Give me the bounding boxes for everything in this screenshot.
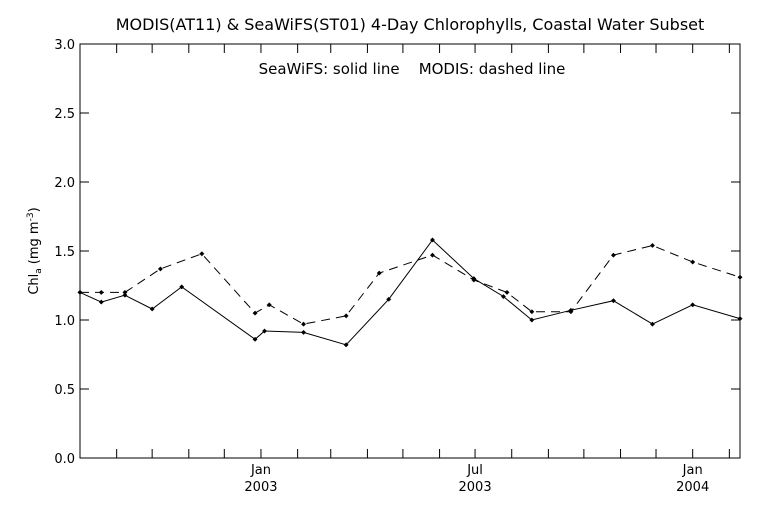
y-axis-label-main: Chl: [27, 274, 42, 295]
data-point-modis: [300, 321, 307, 327]
y-axis-label-superscript: -3: [26, 212, 36, 221]
data-point-seawifs: [429, 237, 436, 243]
data-point-seawifs: [649, 321, 656, 327]
svg-text:Chla(mg m-3): Chla (mg m-3): [26, 207, 44, 294]
plot-frame: [79, 43, 741, 459]
y-axis-label: Chla (mg m-3): [26, 207, 44, 294]
data-point-seawifs: [343, 342, 349, 348]
data-point-modis: [252, 310, 258, 316]
chart-title: MODIS(AT11) & SeaWiFS(ST01) 4-Day Chloro…: [116, 15, 705, 34]
y-axis: 0.0 0.5 1.0 1.5 2.0 2.5 3.0: [54, 38, 740, 467]
x-tick-label-year: 2003: [459, 480, 492, 495]
data-point-seawifs: [149, 306, 155, 312]
data-point-modis: [122, 289, 128, 295]
data-point-seawifs: [690, 302, 696, 308]
x-tick-label-year: 2004: [676, 480, 709, 495]
y-axis-label-unit-close: ): [27, 207, 42, 212]
data-point-modis: [471, 277, 477, 283]
series-layer: [77, 237, 743, 348]
data-point-modis: [504, 289, 510, 295]
data-point-seawifs: [529, 317, 535, 323]
data-point-modis: [610, 252, 616, 258]
y-axis-label-subscript: a: [34, 268, 44, 274]
y-tick-label: 2.0: [54, 176, 75, 191]
chart-annotation: SeaWiFS: solid line MODIS: dashed line: [259, 60, 566, 78]
data-point-seawifs: [252, 336, 258, 342]
y-tick-label: 1.0: [54, 314, 75, 329]
data-point-seawifs: [386, 296, 392, 302]
y-tick-label: 3.0: [54, 38, 75, 53]
x-tick-label-year: 2003: [244, 480, 277, 495]
data-point-seawifs: [300, 329, 307, 335]
data-point-seawifs: [122, 292, 128, 298]
data-point-modis: [98, 289, 104, 295]
x-tick-label-month: Jan: [682, 463, 703, 478]
data-point-modis: [199, 251, 205, 257]
data-point-seawifs: [179, 284, 185, 290]
data-point-modis: [343, 313, 349, 319]
data-point-modis: [157, 266, 163, 272]
x-axis: Jan 2003 Jul 2003 Jan 2004: [116, 44, 730, 495]
data-point-modis: [690, 259, 696, 265]
data-point-modis: [376, 270, 382, 276]
data-point-seawifs: [737, 316, 743, 322]
x-tick-label-month: Jul: [466, 463, 483, 478]
data-point-modis: [77, 289, 83, 295]
data-point-seawifs: [261, 328, 268, 334]
y-tick-label: 1.5: [54, 245, 75, 260]
data-point-modis: [266, 302, 272, 308]
series-line-modis: [80, 244, 741, 325]
series-line-seawifs: [79, 239, 741, 346]
y-tick-label: 0.0: [54, 452, 75, 467]
data-point-modis: [737, 274, 743, 280]
x-tick-label-month: Jan: [250, 463, 271, 478]
data-point-modis: [529, 309, 535, 315]
data-point-modis: [649, 242, 656, 249]
y-axis-label-unit-open: (mg m: [27, 221, 42, 264]
data-point-seawifs: [98, 299, 104, 305]
data-point-modis: [429, 252, 436, 258]
y-tick-label: 2.5: [54, 107, 75, 122]
data-point-seawifs: [500, 293, 506, 300]
data-point-modis: [568, 309, 574, 315]
data-point-seawifs: [610, 298, 616, 304]
y-tick-label: 0.5: [54, 383, 75, 398]
